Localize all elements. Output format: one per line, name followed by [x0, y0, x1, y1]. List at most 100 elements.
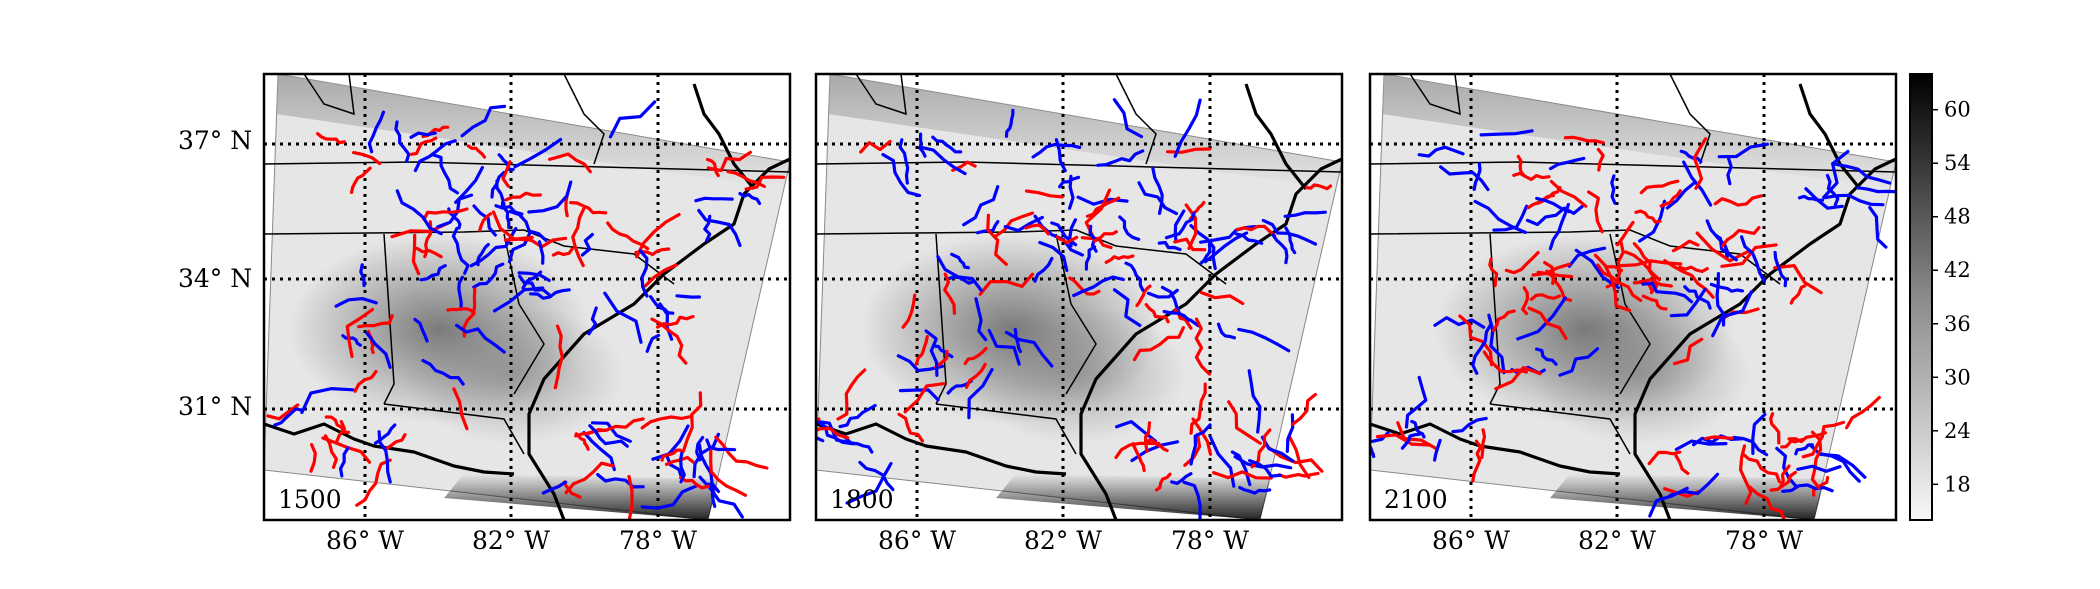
blue-front	[1182, 480, 1202, 520]
blue-front	[1574, 248, 1620, 290]
red-front	[1632, 242, 1652, 273]
red-front	[1494, 366, 1542, 391]
red-front	[1605, 240, 1625, 289]
blue-front	[950, 252, 970, 270]
red-front	[345, 307, 375, 358]
blue-front	[588, 424, 629, 448]
red-front	[1291, 392, 1317, 426]
blue-front	[1472, 162, 1482, 191]
red-front	[1236, 224, 1277, 238]
lon-label-panel1-1: 82° W	[472, 526, 550, 555]
blue-front	[394, 120, 411, 163]
blue-front	[838, 403, 877, 429]
red-front	[1674, 454, 1690, 475]
blue-front	[1669, 287, 1707, 318]
lat-label-31n: 31° N	[178, 392, 252, 421]
blue-front	[455, 323, 506, 354]
red-front	[1789, 284, 1807, 305]
blue-front	[1151, 166, 1164, 215]
red-front	[309, 443, 317, 473]
blue-front	[359, 263, 366, 288]
front-lines	[1370, 129, 1896, 520]
red-front	[1549, 179, 1588, 208]
red-front	[1812, 475, 1830, 497]
coastline	[816, 83, 1342, 520]
blue-front	[518, 274, 551, 297]
blue-front	[1535, 196, 1571, 214]
blue-front	[1856, 186, 1896, 194]
blue-front	[341, 334, 362, 347]
blue-front	[987, 328, 1021, 366]
red-front	[1458, 314, 1494, 367]
red-front	[705, 157, 720, 178]
blue-front	[640, 484, 699, 510]
red-front	[1304, 183, 1333, 191]
blue-front	[1479, 129, 1534, 137]
colorbar-tick-label: 48	[1944, 205, 1971, 229]
red-front	[1114, 441, 1161, 459]
time-label: 2100	[1384, 485, 1448, 514]
panel-frame	[262, 72, 792, 522]
blue-front	[1674, 439, 1728, 451]
blue-front	[1072, 275, 1125, 298]
blue-front	[1638, 199, 1667, 243]
blue-front	[679, 450, 686, 484]
blue-front	[1230, 450, 1252, 487]
blue-front	[694, 196, 734, 203]
lon-label-panel1-2: 78° W	[619, 526, 697, 555]
red-front	[1375, 433, 1432, 447]
red-front	[1212, 470, 1273, 480]
map-panel-2100: 2100	[1368, 72, 1898, 522]
blue-front	[1234, 232, 1264, 245]
blue-front	[1112, 98, 1144, 139]
red-front	[1092, 230, 1118, 243]
blue-front	[1118, 215, 1141, 241]
blue-front	[924, 329, 939, 377]
blue-front	[1548, 156, 1586, 171]
red-front	[1845, 395, 1881, 430]
red-front	[1543, 261, 1556, 286]
red-front	[422, 207, 469, 222]
red-front	[1563, 135, 1605, 145]
red-front	[978, 272, 1035, 296]
red-front	[1488, 257, 1499, 288]
red-front	[1267, 445, 1324, 473]
red-front	[1527, 306, 1568, 340]
red-front	[1773, 264, 1823, 295]
blue-front	[1726, 156, 1733, 186]
red-front	[859, 139, 892, 154]
lon-label-panel3-2: 78° W	[1725, 526, 1803, 555]
red-front	[943, 272, 956, 315]
blue-front	[1410, 419, 1426, 439]
blue-front	[1833, 162, 1892, 185]
colorbar-tick-label: 36	[1944, 312, 1971, 336]
red-front	[316, 132, 346, 145]
blue-front	[1146, 288, 1179, 299]
blue-front	[431, 153, 459, 195]
blue-front	[1271, 233, 1289, 265]
blue-front	[1157, 240, 1182, 252]
blue-front	[1535, 347, 1558, 366]
lon-label-panel2-1: 82° W	[1024, 526, 1102, 555]
blue-front	[367, 110, 386, 154]
red-front	[1024, 223, 1050, 236]
red-front	[1692, 137, 1708, 190]
blue-front	[858, 460, 895, 492]
graticule	[1370, 74, 1896, 520]
colorbar-ramp	[1909, 73, 1933, 521]
blue-front	[1525, 204, 1584, 227]
blue-front	[1199, 238, 1213, 265]
red-front	[1480, 428, 1487, 459]
blue-front	[1641, 281, 1694, 304]
red-front	[452, 387, 469, 431]
colorbar-tick-label: 42	[1944, 258, 1971, 282]
coastline	[264, 83, 790, 520]
blue-front	[1400, 432, 1422, 450]
blue-front	[1031, 142, 1082, 159]
blue-front	[1705, 219, 1738, 262]
blue-front	[1173, 98, 1202, 158]
blue-front	[413, 139, 457, 173]
red-front	[353, 369, 378, 393]
red-front	[1516, 154, 1527, 178]
blue-front	[881, 153, 922, 198]
